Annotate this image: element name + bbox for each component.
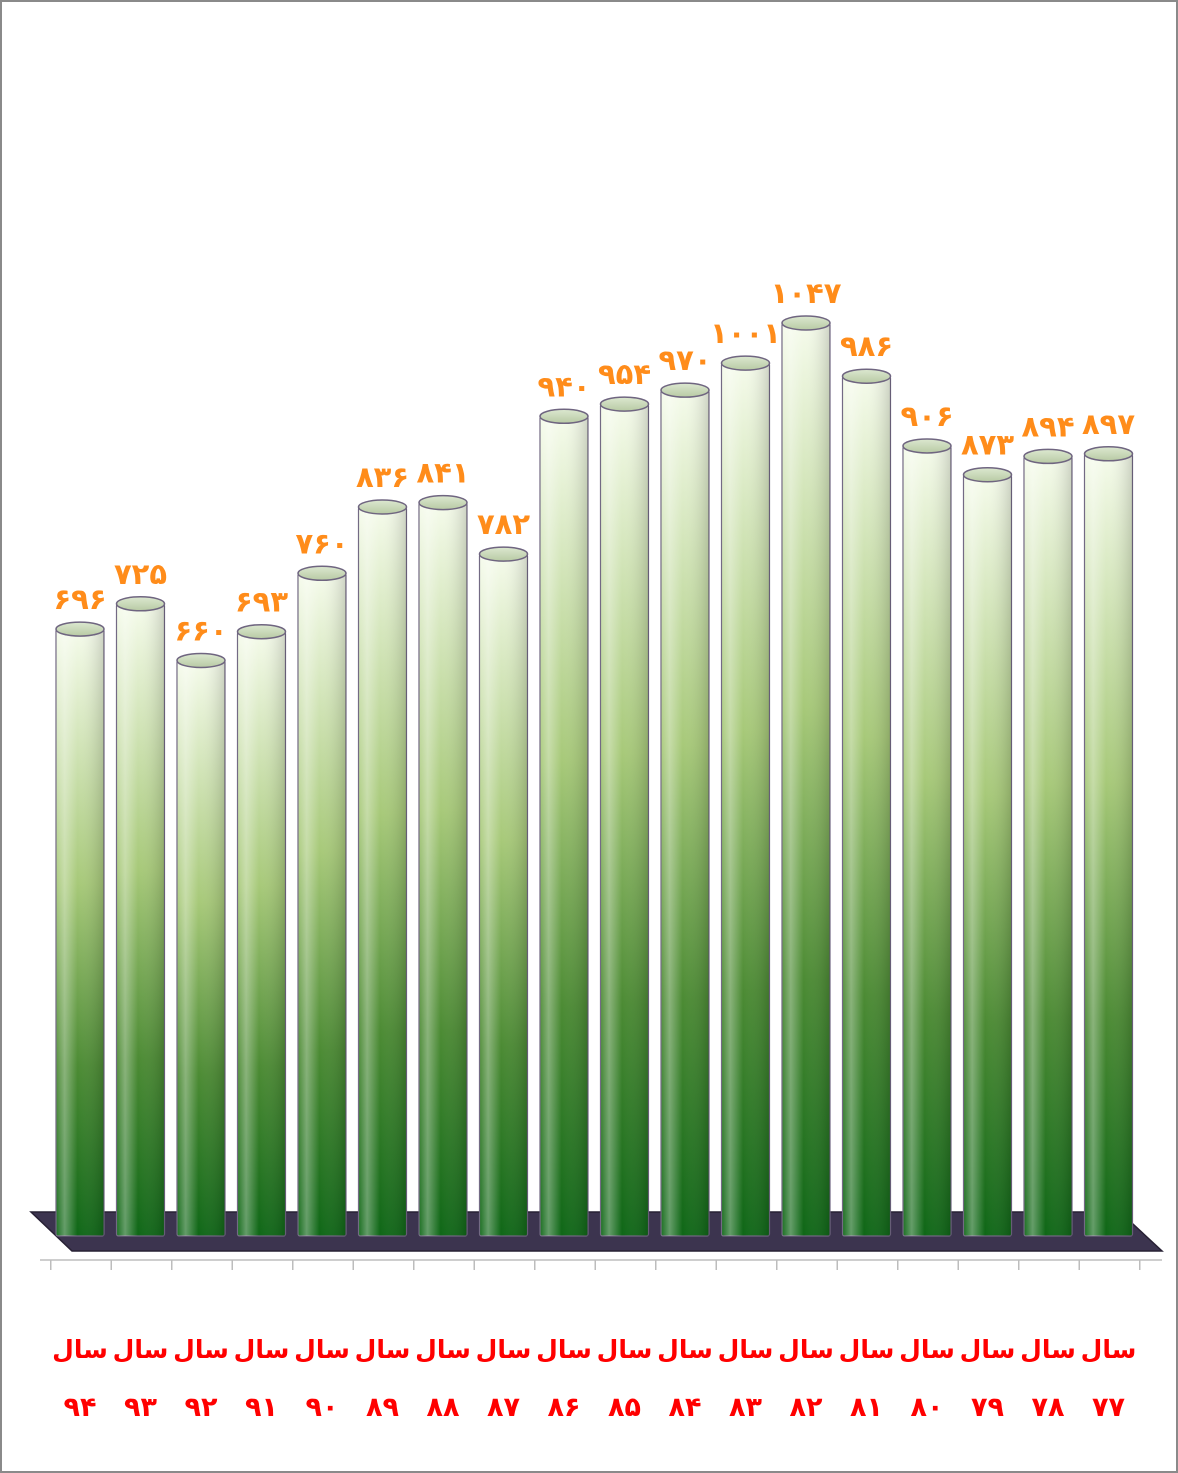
value-label-۸۹: ۸۳۶: [356, 460, 409, 494]
value-label-۸۰: ۹۰۶: [900, 399, 953, 433]
category-prefix: سال: [355, 1335, 411, 1364]
category-label-۹۱: ۹۱: [245, 1392, 278, 1423]
category-label-۸۹: ۸۹: [366, 1392, 399, 1423]
category-prefix: سال: [778, 1335, 834, 1364]
category-label-۹۴: ۹۴: [64, 1392, 97, 1423]
bar-cap-۸۵: [599, 396, 650, 412]
category-prefix: سال: [173, 1335, 229, 1364]
category-prefix: سال: [597, 1335, 653, 1364]
category-label-۸۶: ۸۶: [548, 1392, 581, 1423]
bar-cap-۹۳: [115, 596, 166, 612]
bar-cap-۹۰: [297, 565, 347, 582]
bar-shading-۸۷: [479, 554, 528, 1236]
bars-layer: [55, 315, 1134, 1237]
value-label-۹۴: ۶۹۶: [53, 582, 106, 616]
bar-cap-۸۷: [478, 546, 529, 562]
category-label-۸۷: ۸۷: [487, 1392, 520, 1423]
bar-shading-۸۹: [358, 506, 407, 1236]
bar-shading-۹۴: [56, 629, 104, 1236]
category-label-۸۳: ۸۳: [729, 1392, 762, 1423]
bar-cap-۷۷: [1083, 446, 1134, 462]
bar-shading-۸۰: [903, 445, 951, 1236]
bar-shading-۸۴: [661, 390, 709, 1237]
category-label-۷۹: ۷۹: [971, 1392, 1004, 1423]
category-prefix: سال: [294, 1335, 350, 1364]
bar-shading-۹۰: [298, 573, 346, 1236]
bar-cap-۸۱: [841, 368, 892, 384]
value-label-۹۱: ۶۹۳: [235, 585, 288, 619]
category-label-۸۱: ۸۱: [850, 1392, 883, 1423]
category-prefix: سال: [718, 1335, 774, 1364]
category-label-۹۳: ۹۳: [124, 1392, 157, 1423]
category-prefix: سال: [899, 1335, 955, 1364]
bar-shading-۹۱: [237, 631, 286, 1236]
category-prefix: سال: [960, 1335, 1016, 1364]
category-prefix: سال: [1020, 1335, 1076, 1364]
category-prefix: سال: [536, 1335, 592, 1364]
category-label-۸۲: ۸۲: [790, 1392, 823, 1423]
bar-cap-۹۴: [55, 621, 105, 637]
bar-shading-۷۸: [1024, 456, 1072, 1236]
category-label-۹۰: ۹۰: [306, 1392, 339, 1423]
value-label-۹۰: ۷۶۰: [295, 526, 348, 560]
value-label-۸۱: ۹۸۶: [840, 329, 893, 363]
value-label-۹۲: ۶۶۰: [174, 613, 227, 647]
bar-cap-۷۹: [962, 466, 1013, 483]
category-label-۸۸: ۸۸: [427, 1392, 460, 1423]
value-label-۸۵: ۹۵۴: [598, 357, 651, 391]
bar-cap-۸۹: [357, 499, 408, 515]
category-prefix: سال: [52, 1335, 108, 1364]
bar-shading-۷۹: [963, 474, 1012, 1236]
category-prefix: سال: [415, 1335, 471, 1364]
value-label-۸۳: ۱۰۰۱: [710, 316, 781, 350]
bar-cap-۸۰: [902, 438, 952, 454]
category-prefix: سال: [1081, 1335, 1137, 1364]
bar-shading-۸۱: [842, 376, 891, 1236]
category-label-۷۷: ۷۷: [1092, 1392, 1125, 1423]
value-label-۸۴: ۹۷۰: [658, 343, 711, 377]
category-label-۸۵: ۸۵: [608, 1392, 641, 1423]
bar-shading-۹۲: [177, 660, 225, 1236]
bar-cap-۸۸: [418, 494, 468, 511]
category-labels: سال ۹۴ سال ۹۳ سال ۹۲ سال ۹۱ سال ۹۰ سال ۸۹ سال ۸۸ سال ۸۷…: [52, 1335, 1136, 1423]
bar-shading-۸۶: [540, 416, 588, 1236]
category-prefix: سال: [476, 1335, 532, 1364]
bar-shading-۸۸: [419, 502, 467, 1237]
bar-cap-۸۳: [720, 355, 771, 371]
category-prefix: سال: [657, 1335, 713, 1364]
bar-shading-۹۳: [116, 603, 165, 1236]
x-axis-ticks: [50, 1260, 1141, 1270]
category-prefix: سال: [234, 1335, 290, 1364]
value-label-۷۷: ۸۹۷: [1082, 407, 1135, 441]
value-label-۹۳: ۷۲۵: [114, 557, 167, 591]
bar-cap-۸۲: [781, 315, 831, 331]
value-label-۷۹: ۸۷۳: [961, 428, 1014, 462]
bar-cap-۷۸: [1023, 448, 1073, 465]
value-label-۸۸: ۸۴۱: [416, 456, 469, 490]
bar-shading-۷۷: [1084, 453, 1133, 1236]
category-prefix: سال: [113, 1335, 169, 1364]
value-label-۸۶: ۹۴۰: [537, 369, 590, 403]
category-label-۸۴: ۸۴: [669, 1392, 702, 1423]
bar-cap-۸۶: [539, 408, 589, 425]
category-label-۷۸: ۷۸: [1032, 1392, 1065, 1423]
bar-shading-۸۲: [782, 323, 830, 1236]
category-label-۹۲: ۹۲: [185, 1392, 218, 1423]
bar-shading-۸۵: [600, 404, 649, 1236]
category-prefix: سال: [839, 1335, 895, 1364]
value-label-۸۲: ۱۰۴۷: [771, 276, 842, 310]
value-label-۷۸: ۸۹۴: [1021, 409, 1074, 443]
value-label-۸۷: ۷۸۲: [477, 507, 530, 541]
bar-cap-۹۱: [236, 623, 287, 640]
bar-shading-۸۳: [721, 363, 770, 1237]
bar-cap-۸۴: [660, 382, 710, 398]
category-label-۸۰: ۸۰: [911, 1392, 944, 1423]
bar-cap-۹۲: [176, 652, 226, 669]
